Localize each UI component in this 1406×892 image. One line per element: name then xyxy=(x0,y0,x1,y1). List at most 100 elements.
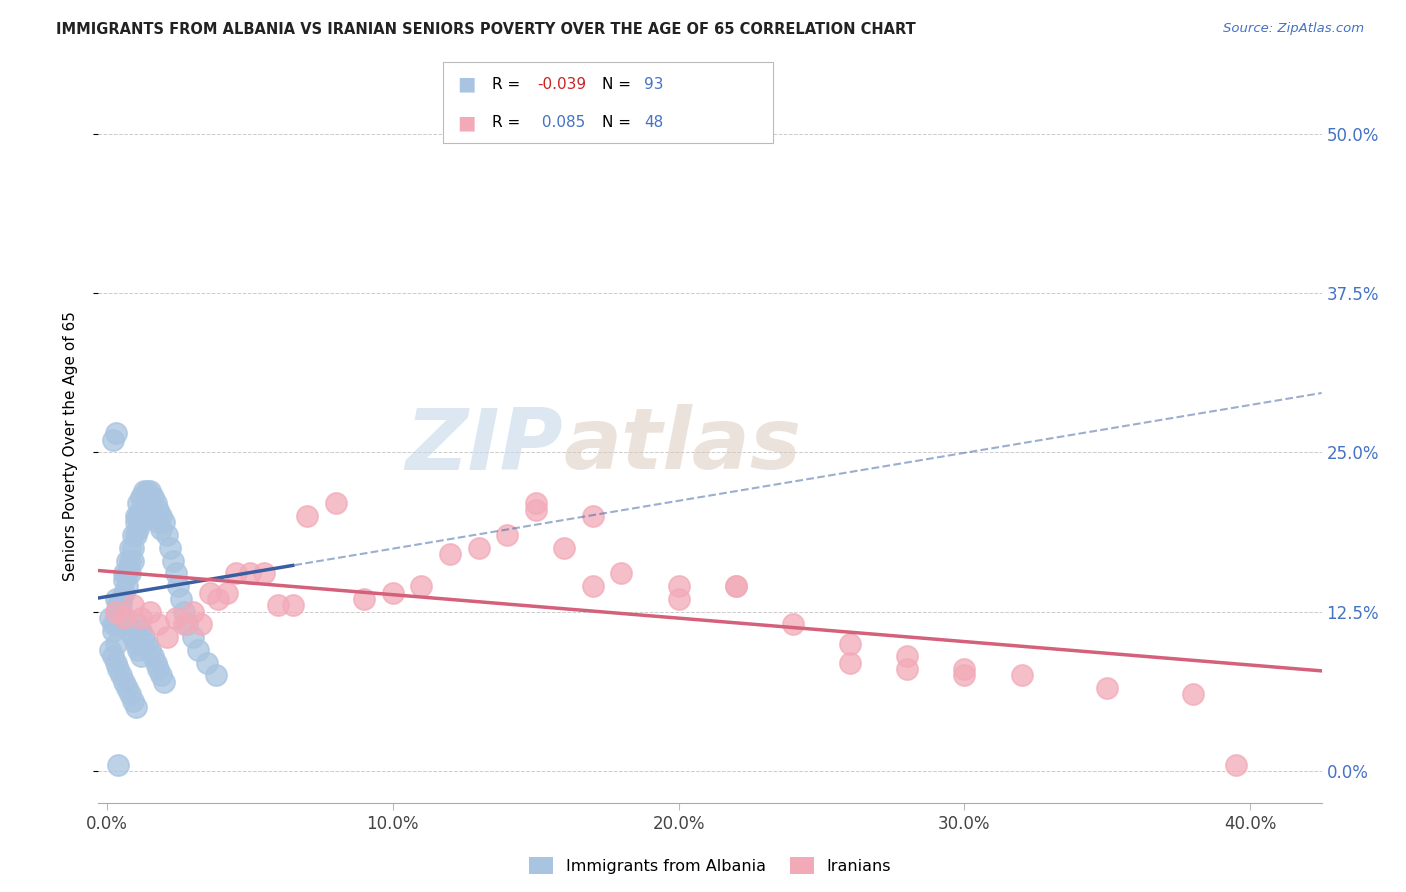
Text: ZIP: ZIP xyxy=(405,404,564,488)
Point xyxy=(145,496,167,510)
Point xyxy=(239,566,262,581)
Point xyxy=(198,585,221,599)
Point xyxy=(101,649,124,664)
Point xyxy=(181,630,204,644)
Point xyxy=(896,662,918,676)
Point xyxy=(134,496,156,510)
Point xyxy=(104,617,127,632)
Point xyxy=(267,599,290,613)
Point xyxy=(724,579,747,593)
Point xyxy=(782,617,804,632)
Point xyxy=(112,585,135,599)
Point xyxy=(173,617,195,632)
Point xyxy=(136,483,159,498)
Point xyxy=(134,483,156,498)
Point xyxy=(124,700,146,714)
Point xyxy=(112,566,135,581)
Point xyxy=(118,566,141,581)
Point xyxy=(115,579,138,593)
Point xyxy=(325,496,347,510)
Point xyxy=(110,599,132,613)
Text: 0.085: 0.085 xyxy=(537,115,585,130)
Point xyxy=(118,541,141,555)
Point xyxy=(162,554,184,568)
Point xyxy=(121,599,143,613)
Point xyxy=(215,585,238,599)
Point xyxy=(839,656,862,670)
Point xyxy=(724,579,747,593)
Point xyxy=(104,591,127,606)
Point xyxy=(142,502,165,516)
Point xyxy=(195,656,218,670)
Text: IMMIGRANTS FROM ALBANIA VS IRANIAN SENIORS POVERTY OVER THE AGE OF 65 CORRELATIO: IMMIGRANTS FROM ALBANIA VS IRANIAN SENIO… xyxy=(56,22,915,37)
Point xyxy=(159,541,181,555)
Point xyxy=(148,617,170,632)
Point xyxy=(139,605,162,619)
Point xyxy=(121,694,143,708)
Point xyxy=(524,502,547,516)
Point xyxy=(139,483,162,498)
Text: -0.039: -0.039 xyxy=(537,77,586,92)
Point xyxy=(98,611,121,625)
Point xyxy=(381,585,404,599)
Point xyxy=(156,630,179,644)
Point xyxy=(142,490,165,504)
Point xyxy=(127,617,149,632)
Point xyxy=(610,566,633,581)
Point xyxy=(127,522,149,536)
Point xyxy=(115,617,138,632)
Point xyxy=(112,611,135,625)
Point xyxy=(173,605,195,619)
Point xyxy=(170,591,193,606)
Point xyxy=(127,643,149,657)
Text: R =: R = xyxy=(492,77,526,92)
Text: ■: ■ xyxy=(457,113,475,132)
Point xyxy=(129,624,152,638)
Point xyxy=(295,509,318,524)
Point xyxy=(1011,668,1033,682)
Point xyxy=(153,674,176,689)
Point xyxy=(115,554,138,568)
Text: ■: ■ xyxy=(457,75,475,94)
Point xyxy=(411,579,433,593)
Point xyxy=(129,490,152,504)
Point xyxy=(167,579,190,593)
Point xyxy=(148,662,170,676)
Point xyxy=(187,643,209,657)
Point xyxy=(118,554,141,568)
Point xyxy=(496,528,519,542)
Point xyxy=(124,528,146,542)
Point xyxy=(121,630,143,644)
Point xyxy=(134,630,156,644)
Point xyxy=(112,573,135,587)
Point xyxy=(110,605,132,619)
Point xyxy=(142,649,165,664)
Point xyxy=(124,509,146,524)
Point xyxy=(253,566,276,581)
Point xyxy=(353,591,375,606)
Point xyxy=(181,605,204,619)
Point xyxy=(207,591,229,606)
Point xyxy=(115,681,138,695)
Point xyxy=(115,566,138,581)
Text: 93: 93 xyxy=(644,77,664,92)
Point xyxy=(107,605,129,619)
Point xyxy=(104,605,127,619)
Point xyxy=(104,426,127,441)
Point xyxy=(124,516,146,530)
Point xyxy=(136,636,159,650)
Point xyxy=(190,617,212,632)
Point xyxy=(107,662,129,676)
Point xyxy=(127,509,149,524)
Point xyxy=(148,502,170,516)
Point xyxy=(582,509,605,524)
Point xyxy=(129,516,152,530)
Point xyxy=(129,611,152,625)
Point xyxy=(145,509,167,524)
Point xyxy=(139,496,162,510)
Point xyxy=(225,566,247,581)
Point xyxy=(121,554,143,568)
Text: atlas: atlas xyxy=(564,404,801,488)
Point xyxy=(582,579,605,593)
Point xyxy=(165,566,187,581)
